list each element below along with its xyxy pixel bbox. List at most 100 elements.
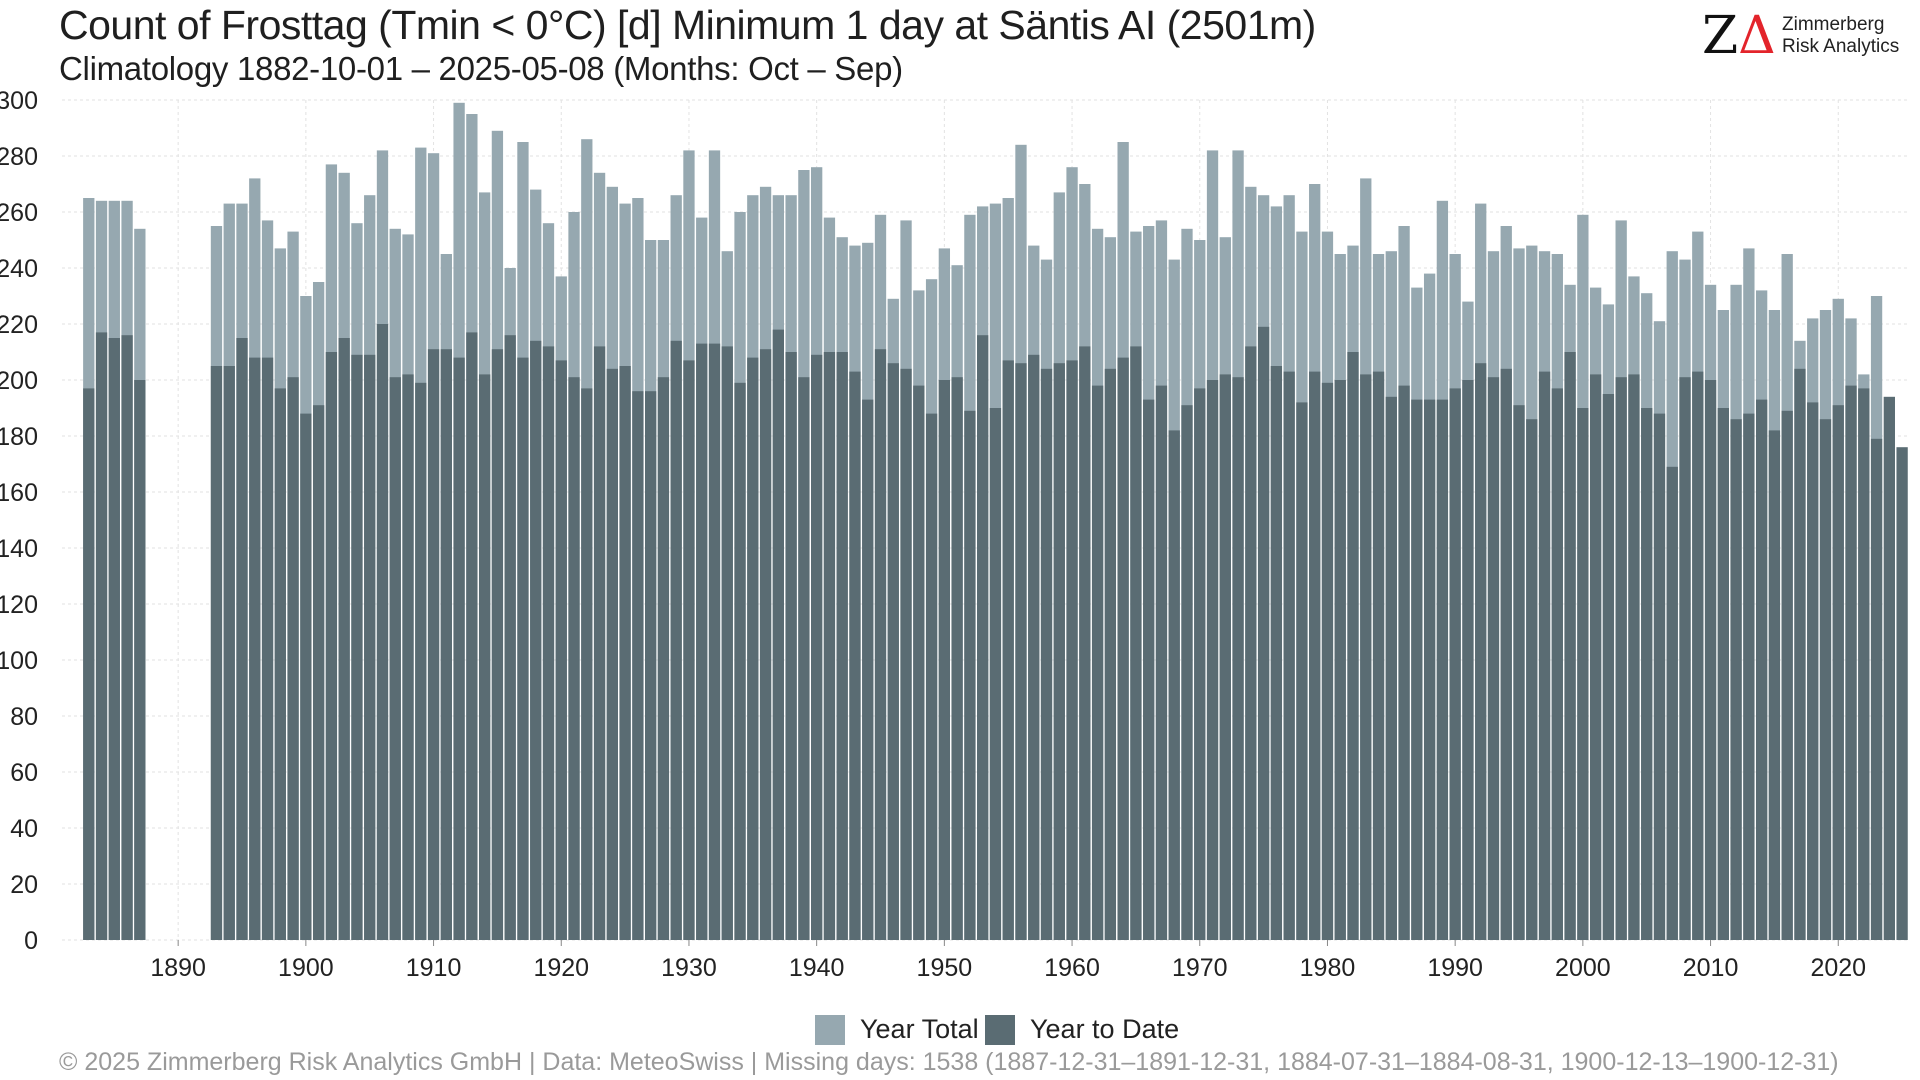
bar-year-to-date-1958 xyxy=(1040,368,1053,940)
bar-year-to-date-1917 xyxy=(517,357,529,941)
y-tick-label: 80 xyxy=(10,703,38,731)
bar-year-to-date-1963 xyxy=(1104,368,1117,940)
bar-year-to-date-1911 xyxy=(440,349,452,940)
bar-year-to-date-2000 xyxy=(1577,408,1589,940)
bar-year-to-date-1945 xyxy=(874,349,887,940)
y-tick-label: 140 xyxy=(0,535,38,563)
bar-year-to-date-2001 xyxy=(1589,374,1602,940)
legend-label-year-total: Year Total xyxy=(860,1014,979,1044)
bar-year-to-date-1967 xyxy=(1155,385,1168,941)
bar-year-to-date-1916 xyxy=(504,335,516,940)
bar-year-to-date-1928 xyxy=(657,377,670,940)
legend-label-year-to-date: Year to Date xyxy=(1030,1014,1180,1044)
bar-year-to-date-2013 xyxy=(1743,413,1755,941)
y-tick-label: 0 xyxy=(24,927,38,955)
y-tick-label: 300 xyxy=(0,87,38,115)
bar-year-to-date-1973 xyxy=(1232,377,1244,940)
bar-year-to-date-1992 xyxy=(1475,363,1487,940)
bar-year-to-date-1900 xyxy=(300,413,312,941)
bar-year-to-date-1908 xyxy=(402,374,414,940)
y-tick-label: 160 xyxy=(0,479,38,507)
bar-year-to-date-1913 xyxy=(466,332,478,940)
bar-year-to-date-2005 xyxy=(1641,408,1653,940)
bar-year-to-date-2006 xyxy=(1653,413,1666,941)
bar-year-to-date-1961 xyxy=(1079,346,1091,940)
bar-year-to-date-1949 xyxy=(925,413,938,941)
bar-year-to-date-1985 xyxy=(1385,396,1397,940)
bar-year-to-date-1914 xyxy=(478,374,491,940)
bar-year-to-date-1944 xyxy=(862,399,874,941)
bar-year-to-date-1994 xyxy=(1500,368,1512,940)
series-year-to-date xyxy=(83,324,1908,941)
bar-year-to-date-1952 xyxy=(964,410,976,940)
bar-year-to-date-2012 xyxy=(1730,419,1742,940)
bar-year-to-date-1886 xyxy=(121,335,133,940)
bar-year-to-date-1957 xyxy=(1028,354,1040,940)
y-tick-label: 100 xyxy=(0,647,38,675)
bar-year-to-date-1990 xyxy=(1449,388,1461,940)
chart-subtitle: Climatology 1882-10-01 – 2025-05-08 (Mon… xyxy=(59,50,903,87)
bar-year-to-date-1948 xyxy=(913,385,925,941)
bar-year-to-date-1951 xyxy=(951,377,963,940)
x-tick-label: 1910 xyxy=(406,954,462,982)
bar-year-to-date-2019 xyxy=(1819,419,1832,940)
bar-year-to-date-1938 xyxy=(785,352,797,940)
x-tick-label: 1990 xyxy=(1427,954,1483,982)
bar-year-to-date-1893 xyxy=(210,366,223,940)
bar-year-to-date-1923 xyxy=(593,346,606,940)
bar-year-to-date-1902 xyxy=(325,352,338,940)
bar-year-to-date-2017 xyxy=(1794,368,1806,940)
bar-year-to-date-1924 xyxy=(606,368,618,940)
bar-year-to-date-1986 xyxy=(1398,385,1410,941)
bar-year-to-date-1905 xyxy=(364,354,376,940)
bar-year-to-date-1956 xyxy=(1015,363,1027,940)
bar-year-to-date-1909 xyxy=(415,382,427,940)
x-axis: 1890 1900 1910 1920 1930 1940 1950 1960 1970 1980… xyxy=(150,940,1866,982)
bar-year-to-date-2004 xyxy=(1628,374,1640,940)
bar-year-to-date-2008 xyxy=(1679,377,1691,940)
bar-year-to-date-1943 xyxy=(849,371,861,941)
x-tick-label: 2020 xyxy=(1810,954,1866,982)
x-tick-label: 2000 xyxy=(1555,954,1611,982)
bar-year-to-date-1883 xyxy=(83,388,95,940)
bar-year-to-date-1969 xyxy=(1181,405,1193,940)
bar-year-to-date-1975 xyxy=(1257,326,1270,940)
bar-year-to-date-1979 xyxy=(1309,371,1321,941)
bar-year-to-date-1971 xyxy=(1206,380,1219,940)
bar-year-to-date-1988 xyxy=(1423,399,1436,941)
bar-year-to-date-2023 xyxy=(1870,438,1883,940)
y-axis: 0 20 40 60 80 100 120 140 160 180 200 220 240 260 280 3… xyxy=(0,87,38,955)
logo-mark-icon: ZΔ xyxy=(1702,6,1776,66)
bar-year-to-date-1887 xyxy=(134,380,146,940)
bar-year-to-date-1942 xyxy=(836,352,848,940)
bar-year-to-date-1925 xyxy=(619,366,631,940)
logo-line-1: Zimmerberg xyxy=(1782,14,1885,35)
bar-year-to-date-1980 xyxy=(1321,382,1334,940)
bar-year-to-date-1962 xyxy=(1091,385,1104,941)
y-tick-label: 60 xyxy=(10,759,38,787)
bar-year-to-date-1954 xyxy=(989,408,1002,940)
bar-year-to-date-1926 xyxy=(632,391,644,940)
bar-year-to-date-2014 xyxy=(1755,399,1768,941)
chart-title: Count of Frosttag (Tmin < 0°C) [d] Minim… xyxy=(59,2,1316,48)
x-tick-label: 1950 xyxy=(917,954,973,982)
logo-text: Zimmerberg Risk Analytics xyxy=(1782,14,1899,58)
bar-year-to-date-1993 xyxy=(1487,377,1500,940)
logo-line-2: Risk Analytics xyxy=(1782,36,1900,57)
bar-year-to-date-1983 xyxy=(1360,374,1372,940)
bar-year-to-date-1968 xyxy=(1168,430,1180,940)
x-tick-label: 1930 xyxy=(661,954,717,982)
bar-year-to-date-1896 xyxy=(249,357,261,941)
bar-year-to-date-2020 xyxy=(1832,405,1844,940)
bar-year-to-date-1933 xyxy=(721,346,733,940)
bar-year-to-date-1910 xyxy=(427,349,440,940)
bar-year-to-date-1919 xyxy=(542,346,555,940)
bar-year-to-date-1955 xyxy=(1002,360,1014,940)
bar-year-to-date-1920 xyxy=(555,360,567,940)
bar-year-to-date-1970 xyxy=(1194,388,1206,940)
bar-year-to-date-1901 xyxy=(312,405,325,940)
bar-year-to-date-2025 xyxy=(1896,447,1908,940)
bar-year-to-date-1960 xyxy=(1066,360,1078,940)
bar-year-to-date-1906 xyxy=(376,324,389,940)
bar-year-to-date-1972 xyxy=(1219,374,1231,940)
